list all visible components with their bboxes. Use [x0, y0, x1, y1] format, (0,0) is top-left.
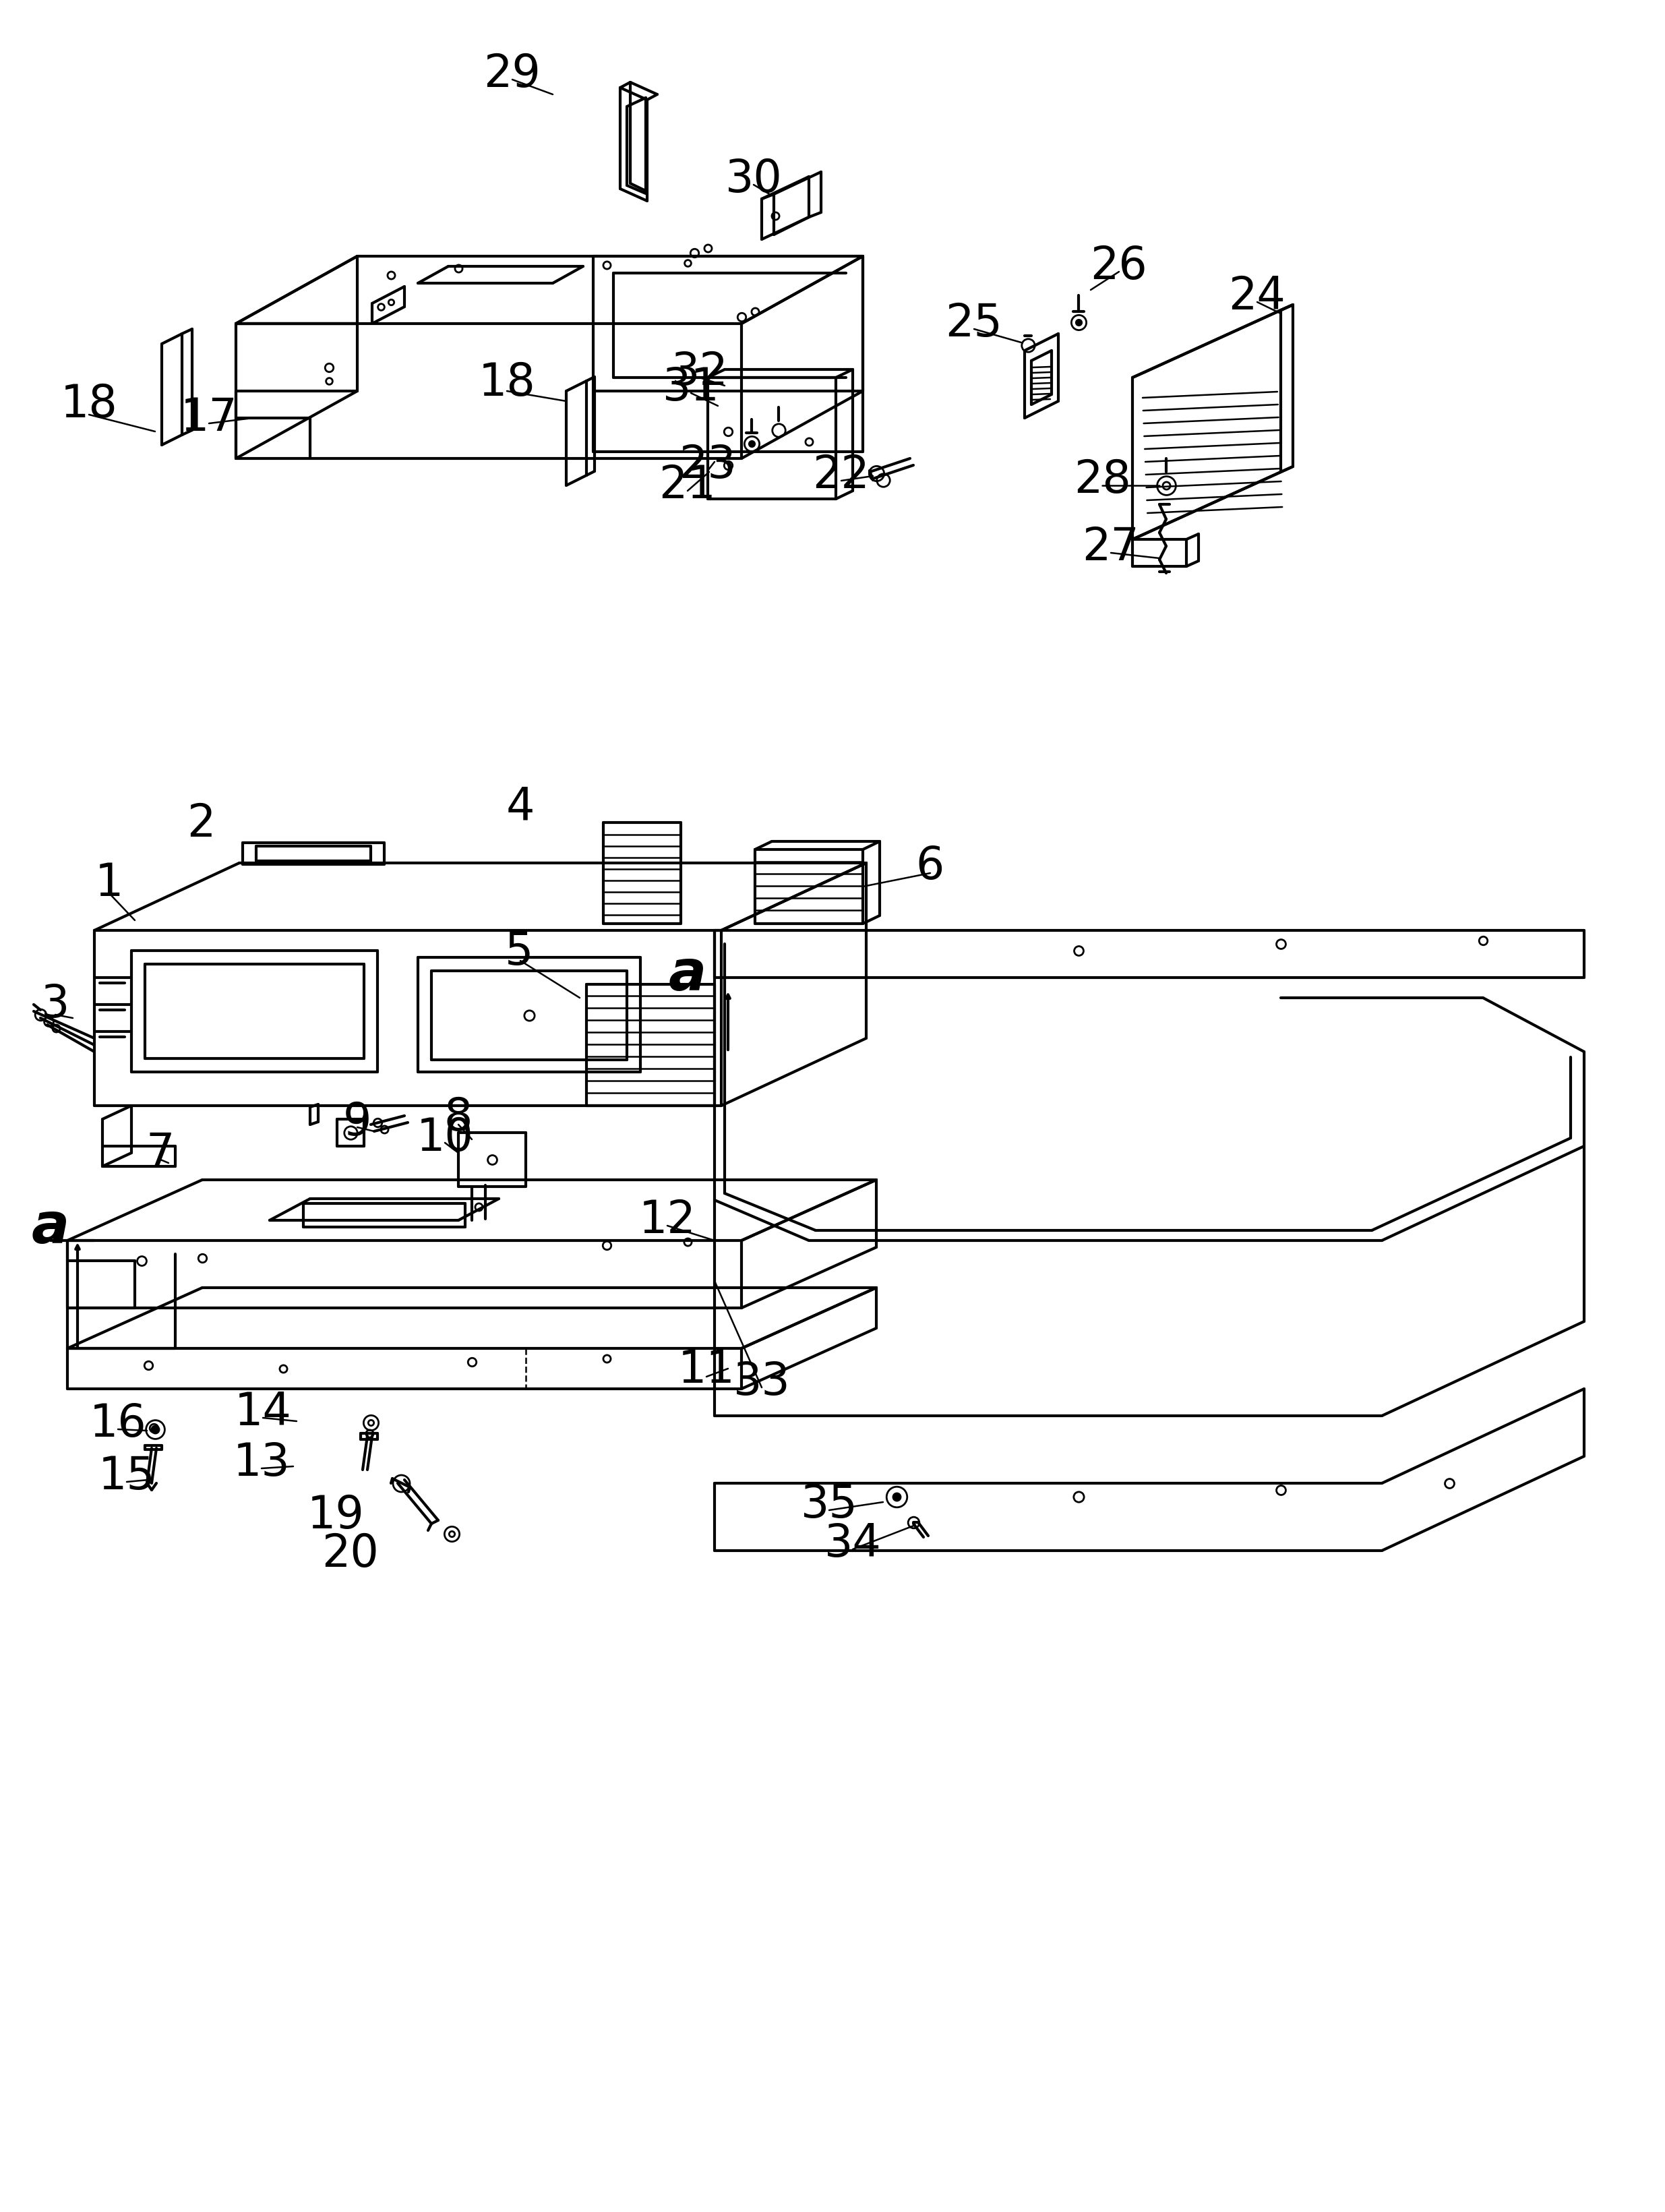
Text: 32: 32	[671, 349, 728, 394]
Text: 23: 23	[679, 442, 736, 487]
Text: 15: 15	[98, 1453, 155, 1500]
Text: 6: 6	[916, 845, 944, 889]
Text: 14: 14	[235, 1389, 291, 1436]
Text: 24: 24	[1229, 274, 1285, 319]
Text: a: a	[32, 1199, 70, 1254]
Text: 26: 26	[1091, 243, 1147, 288]
Text: 21: 21	[659, 462, 716, 509]
Text: 33: 33	[733, 1360, 791, 1405]
Text: 28: 28	[1074, 458, 1131, 502]
Text: 19: 19	[306, 1493, 365, 1537]
Text: 16: 16	[90, 1402, 147, 1447]
Text: 4: 4	[506, 785, 534, 830]
Text: 2: 2	[186, 801, 215, 847]
Text: 25: 25	[946, 301, 1002, 345]
Text: 18: 18	[60, 383, 118, 427]
Text: 13: 13	[233, 1440, 290, 1484]
Text: 5: 5	[504, 929, 533, 973]
Text: 8: 8	[445, 1095, 473, 1139]
Text: 12: 12	[639, 1199, 696, 1243]
Text: 11: 11	[678, 1347, 734, 1391]
Text: 1: 1	[95, 860, 123, 905]
Text: 9: 9	[343, 1099, 371, 1146]
Text: 30: 30	[724, 157, 783, 201]
Text: 3: 3	[42, 982, 70, 1026]
Text: 10: 10	[416, 1115, 473, 1161]
Text: 35: 35	[801, 1482, 857, 1526]
Text: 18: 18	[478, 361, 536, 405]
Text: 31: 31	[663, 365, 719, 409]
Text: 27: 27	[1082, 524, 1139, 571]
Text: 7: 7	[147, 1130, 175, 1175]
Text: 34: 34	[824, 1522, 881, 1566]
Text: a: a	[669, 947, 706, 1002]
Text: 17: 17	[180, 396, 238, 440]
Text: 20: 20	[321, 1531, 380, 1577]
Text: 22: 22	[813, 453, 869, 498]
Text: 29: 29	[485, 51, 541, 97]
